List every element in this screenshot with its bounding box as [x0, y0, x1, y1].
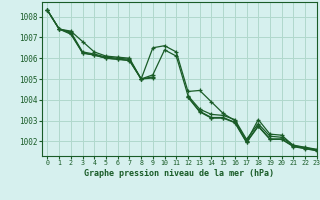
X-axis label: Graphe pression niveau de la mer (hPa): Graphe pression niveau de la mer (hPa) — [84, 169, 274, 178]
